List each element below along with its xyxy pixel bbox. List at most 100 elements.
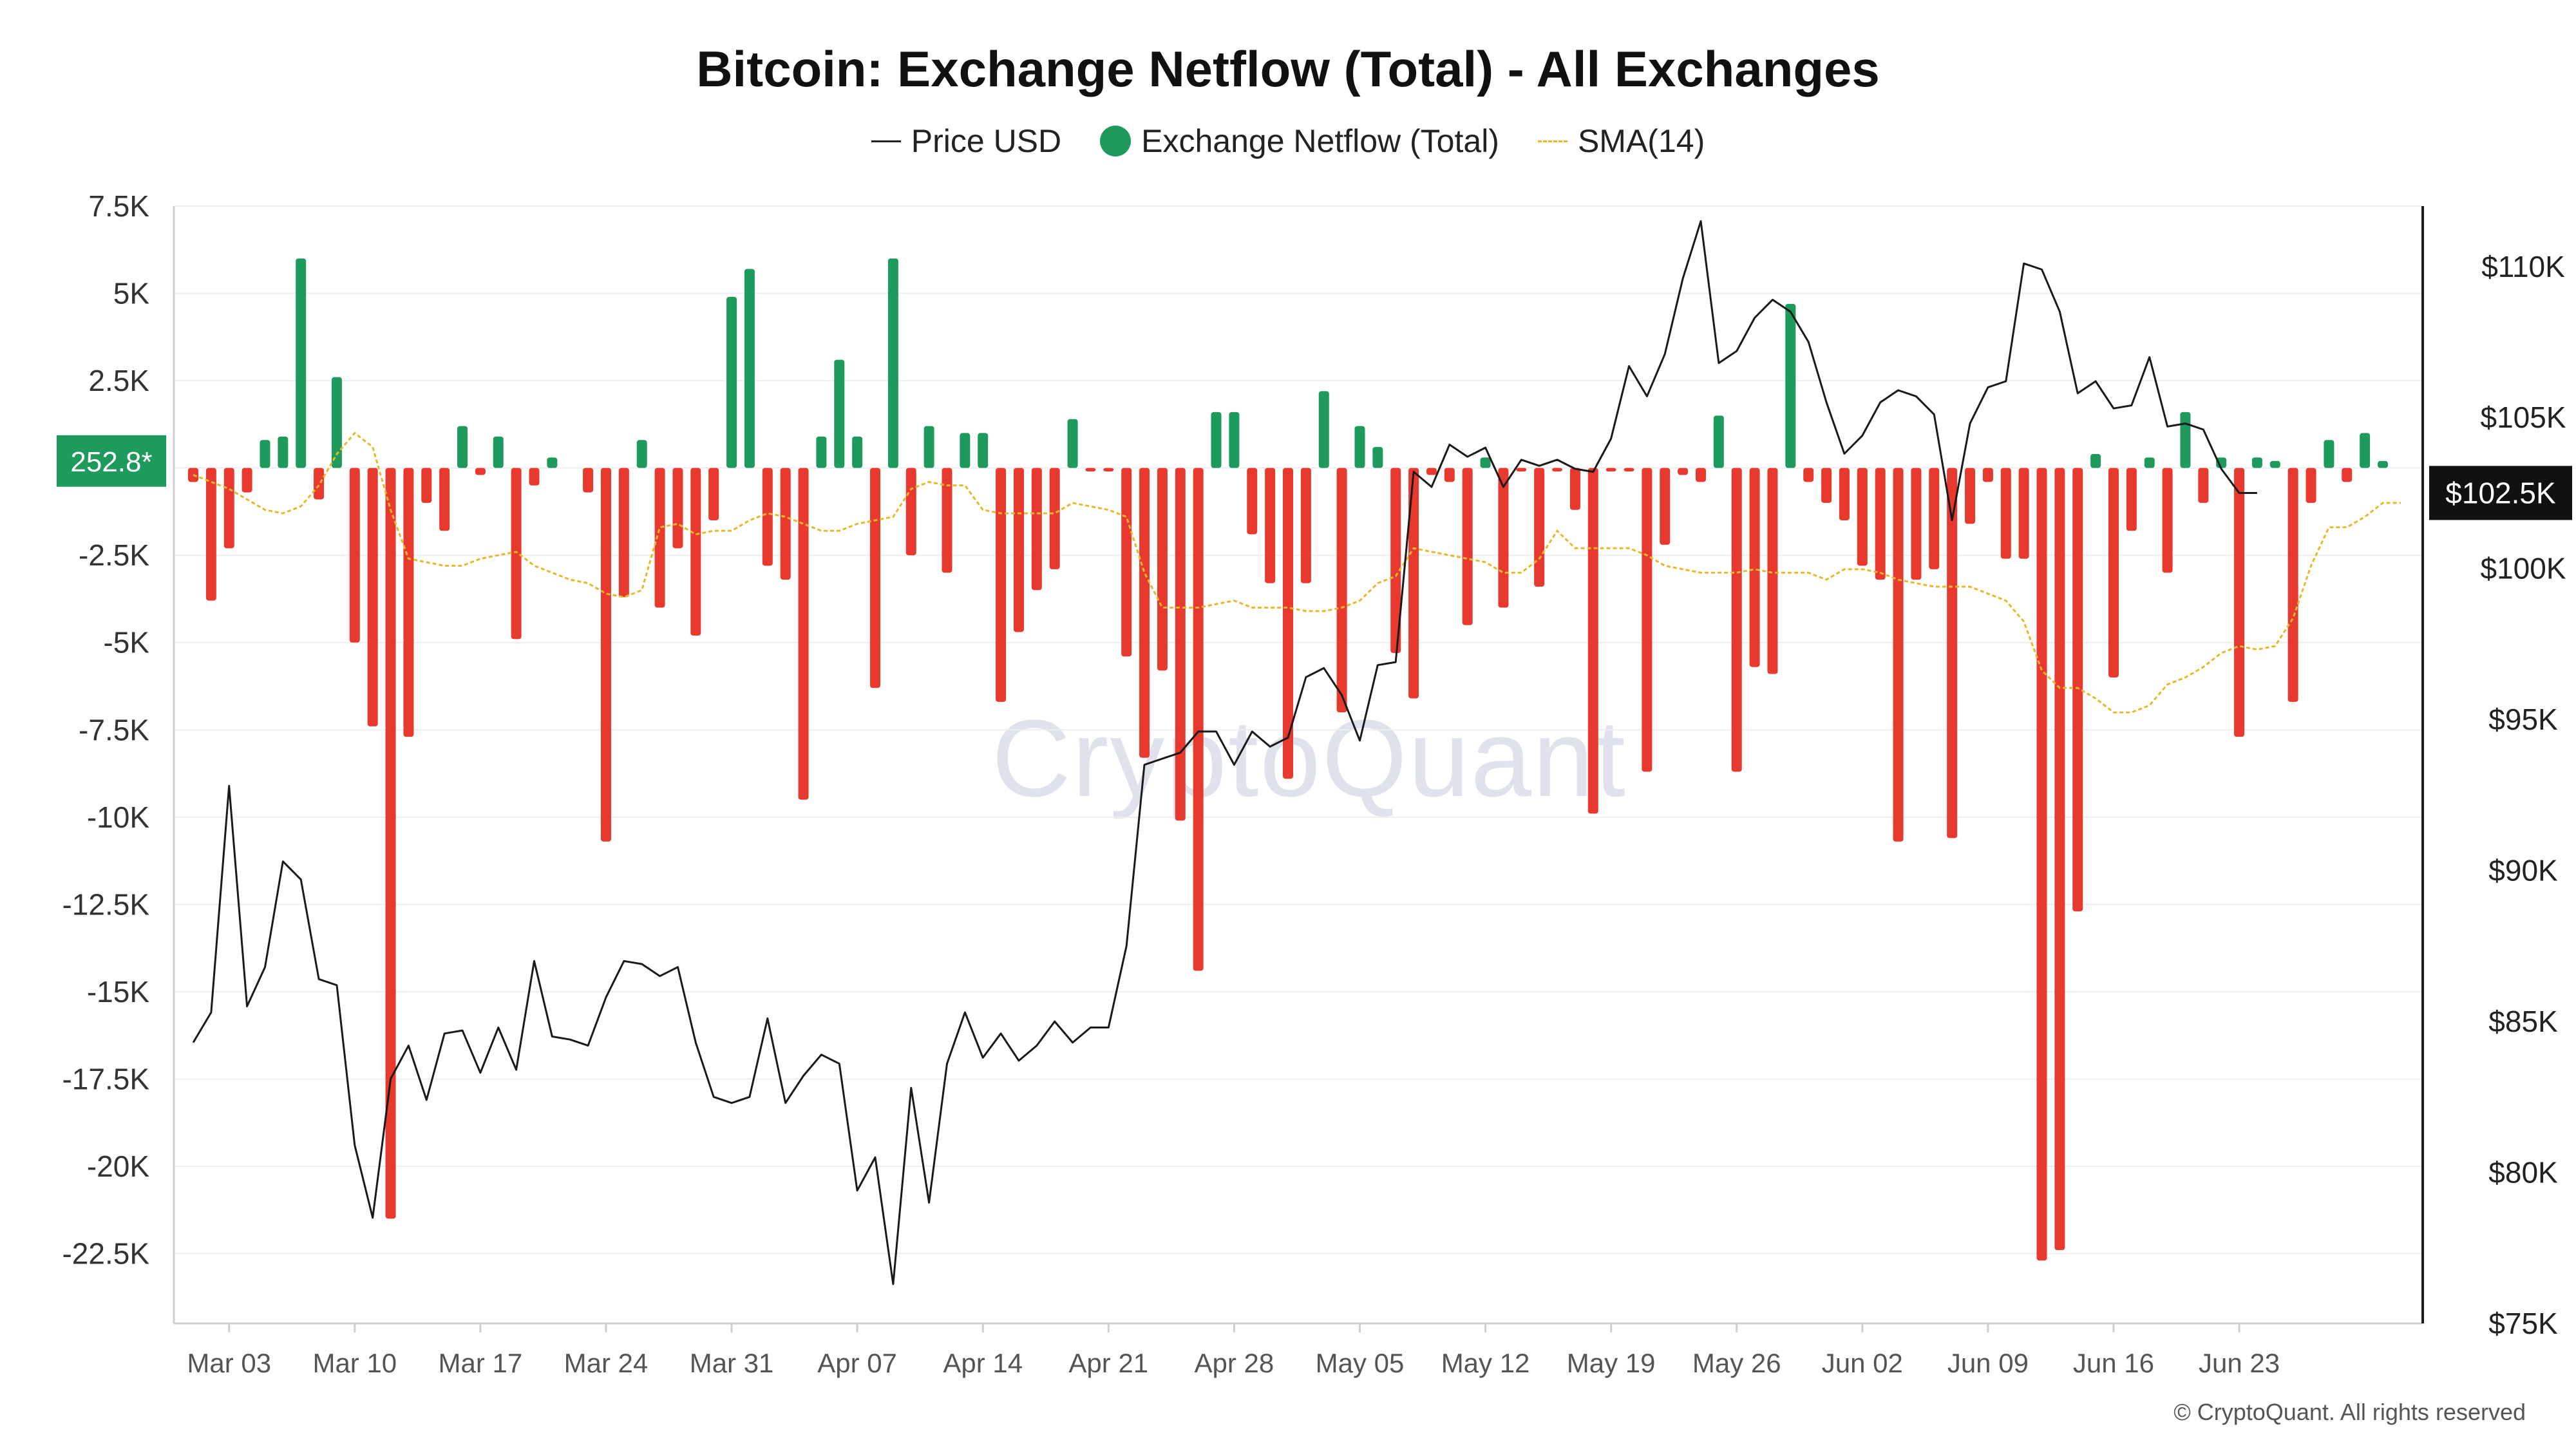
netflow-bar [1193,468,1204,971]
netflow-bar [905,468,916,556]
netflow-bar [1085,468,1096,472]
netflow-bar [1695,468,1706,482]
sma-line [193,431,2401,714]
netflow-bar [2198,468,2209,503]
x-tick-label: Apr 21 [1068,1348,1148,1378]
netflow-bar [385,468,396,1219]
netflow-bar [762,468,773,566]
netflow-bar [618,468,629,598]
x-tick-label: Mar 24 [564,1348,649,1378]
netflow-bar [1605,468,1616,472]
netflow-bar [708,468,719,520]
netflow-bar [2360,433,2371,468]
netflow-bar [1534,468,1545,587]
y-right-tick-label: $110K [2481,250,2565,283]
netflow-bar [1247,468,1258,535]
current-price-tag [2429,466,2572,520]
y-right-tick-label: $80K [2488,1156,2558,1189]
y-left-tick-label: -17.5K [62,1062,149,1095]
copyright-notice: © CryptoQuant. All rights reserved [2174,1399,2526,1425]
x-tick-label: Apr 14 [943,1348,1023,1378]
netflow-bar [2269,460,2280,468]
current-netflow-tag [57,435,166,487]
x-tick-label: Apr 28 [1195,1348,1274,1378]
netflow-bar [798,468,809,800]
netflow-bar [1624,468,1634,472]
netflow-bar [1408,468,1419,699]
netflow-bar [1175,468,1186,821]
y-right-tick-label: $100K [2480,552,2566,585]
netflow-bar [1300,468,1311,583]
legend-item-sma[interactable]: SMA(14) [1537,122,1705,160]
netflow-bar [870,468,881,688]
legend-label-price: Price USD [911,123,1062,159]
y-left-tick-label: -5K [103,626,149,659]
netflow-bar [2090,453,2101,468]
netflow-bar [2054,468,2065,1251]
legend-item-netflow[interactable]: Exchange Netflow (Total) [1100,122,1499,160]
netflow-bar [600,468,611,842]
legend-dash-swatch [1537,140,1567,142]
netflow-bar [457,426,468,468]
netflow-bar [188,468,198,482]
legend-item-price[interactable]: Price USD [871,122,1061,160]
netflow-bar [1157,468,1168,671]
y-right-tick-label: $90K [2488,854,2558,887]
netflow-bar [403,468,414,737]
current-netflow-label: 252.8* [70,446,152,478]
netflow-bar [367,468,378,726]
netflow-bar [942,468,952,573]
netflow-bar [583,468,594,493]
y-left-tick-label: -2.5K [79,538,149,572]
netflow-bar [690,468,701,636]
y-left-tick-label: -12.5K [62,887,149,921]
x-tick-label: May 05 [1316,1348,1405,1378]
netflow-bar [2306,468,2316,503]
y-left-tick-label: -7.5K [79,713,149,746]
netflow-bar [1552,468,1563,472]
netflow-bar [1678,468,1689,475]
chart-title: Bitcoin: Exchange Netflow (Total) - All … [696,41,1880,97]
netflow-bar [744,269,755,468]
netflow-bar [1139,468,1150,758]
x-tick-label: Mar 10 [312,1348,397,1378]
netflow-bar [1318,391,1329,468]
y-left-tick-label: 5K [113,277,150,310]
x-tick-label: Jun 09 [1947,1348,2029,1378]
y-left-tick-label: -10K [87,800,149,834]
netflow-bar [2234,468,2245,737]
netflow-bar [2180,412,2191,468]
legend-label-netflow: Exchange Netflow (Total) [1141,123,1499,159]
netflow-bar [816,436,827,468]
netflow-bar [421,468,432,503]
netflow-bar [2126,468,2137,531]
x-tick-label: May 19 [1567,1348,1656,1378]
netflow-bar [493,436,504,468]
y-right-tick-label: $105K [2480,401,2566,434]
y-left-tick-label: -20K [87,1150,149,1183]
netflow-bar [923,426,934,468]
x-tick-label: Mar 17 [439,1348,523,1378]
y-right-tick-label: $85K [2488,1005,2558,1038]
legend: Price USD Exchange Netflow (Total) SMA(1… [0,122,2576,160]
netflow-bar [349,468,360,643]
netflow-bar [1426,468,1437,475]
netflow-bar [511,468,522,639]
netflow-bar [2072,468,2083,912]
netflow-bar [1013,468,1024,632]
netflow-bar [2287,468,2298,702]
netflow-bar [2324,440,2334,468]
watermark: CryptoQuant [992,697,1627,820]
netflow-bar [726,296,737,468]
netflow-bar [260,440,270,468]
netflow-bar [1587,468,1598,814]
netflow-bar [547,457,558,468]
netflow-bar [1049,468,1060,569]
legend-label-sma: SMA(14) [1577,123,1705,159]
netflow-bar [1372,447,1383,468]
x-tick-label: Apr 07 [817,1348,897,1378]
netflow-bar [1265,468,1276,583]
netflow-bar [205,468,216,601]
netflow-bar [1660,468,1671,545]
